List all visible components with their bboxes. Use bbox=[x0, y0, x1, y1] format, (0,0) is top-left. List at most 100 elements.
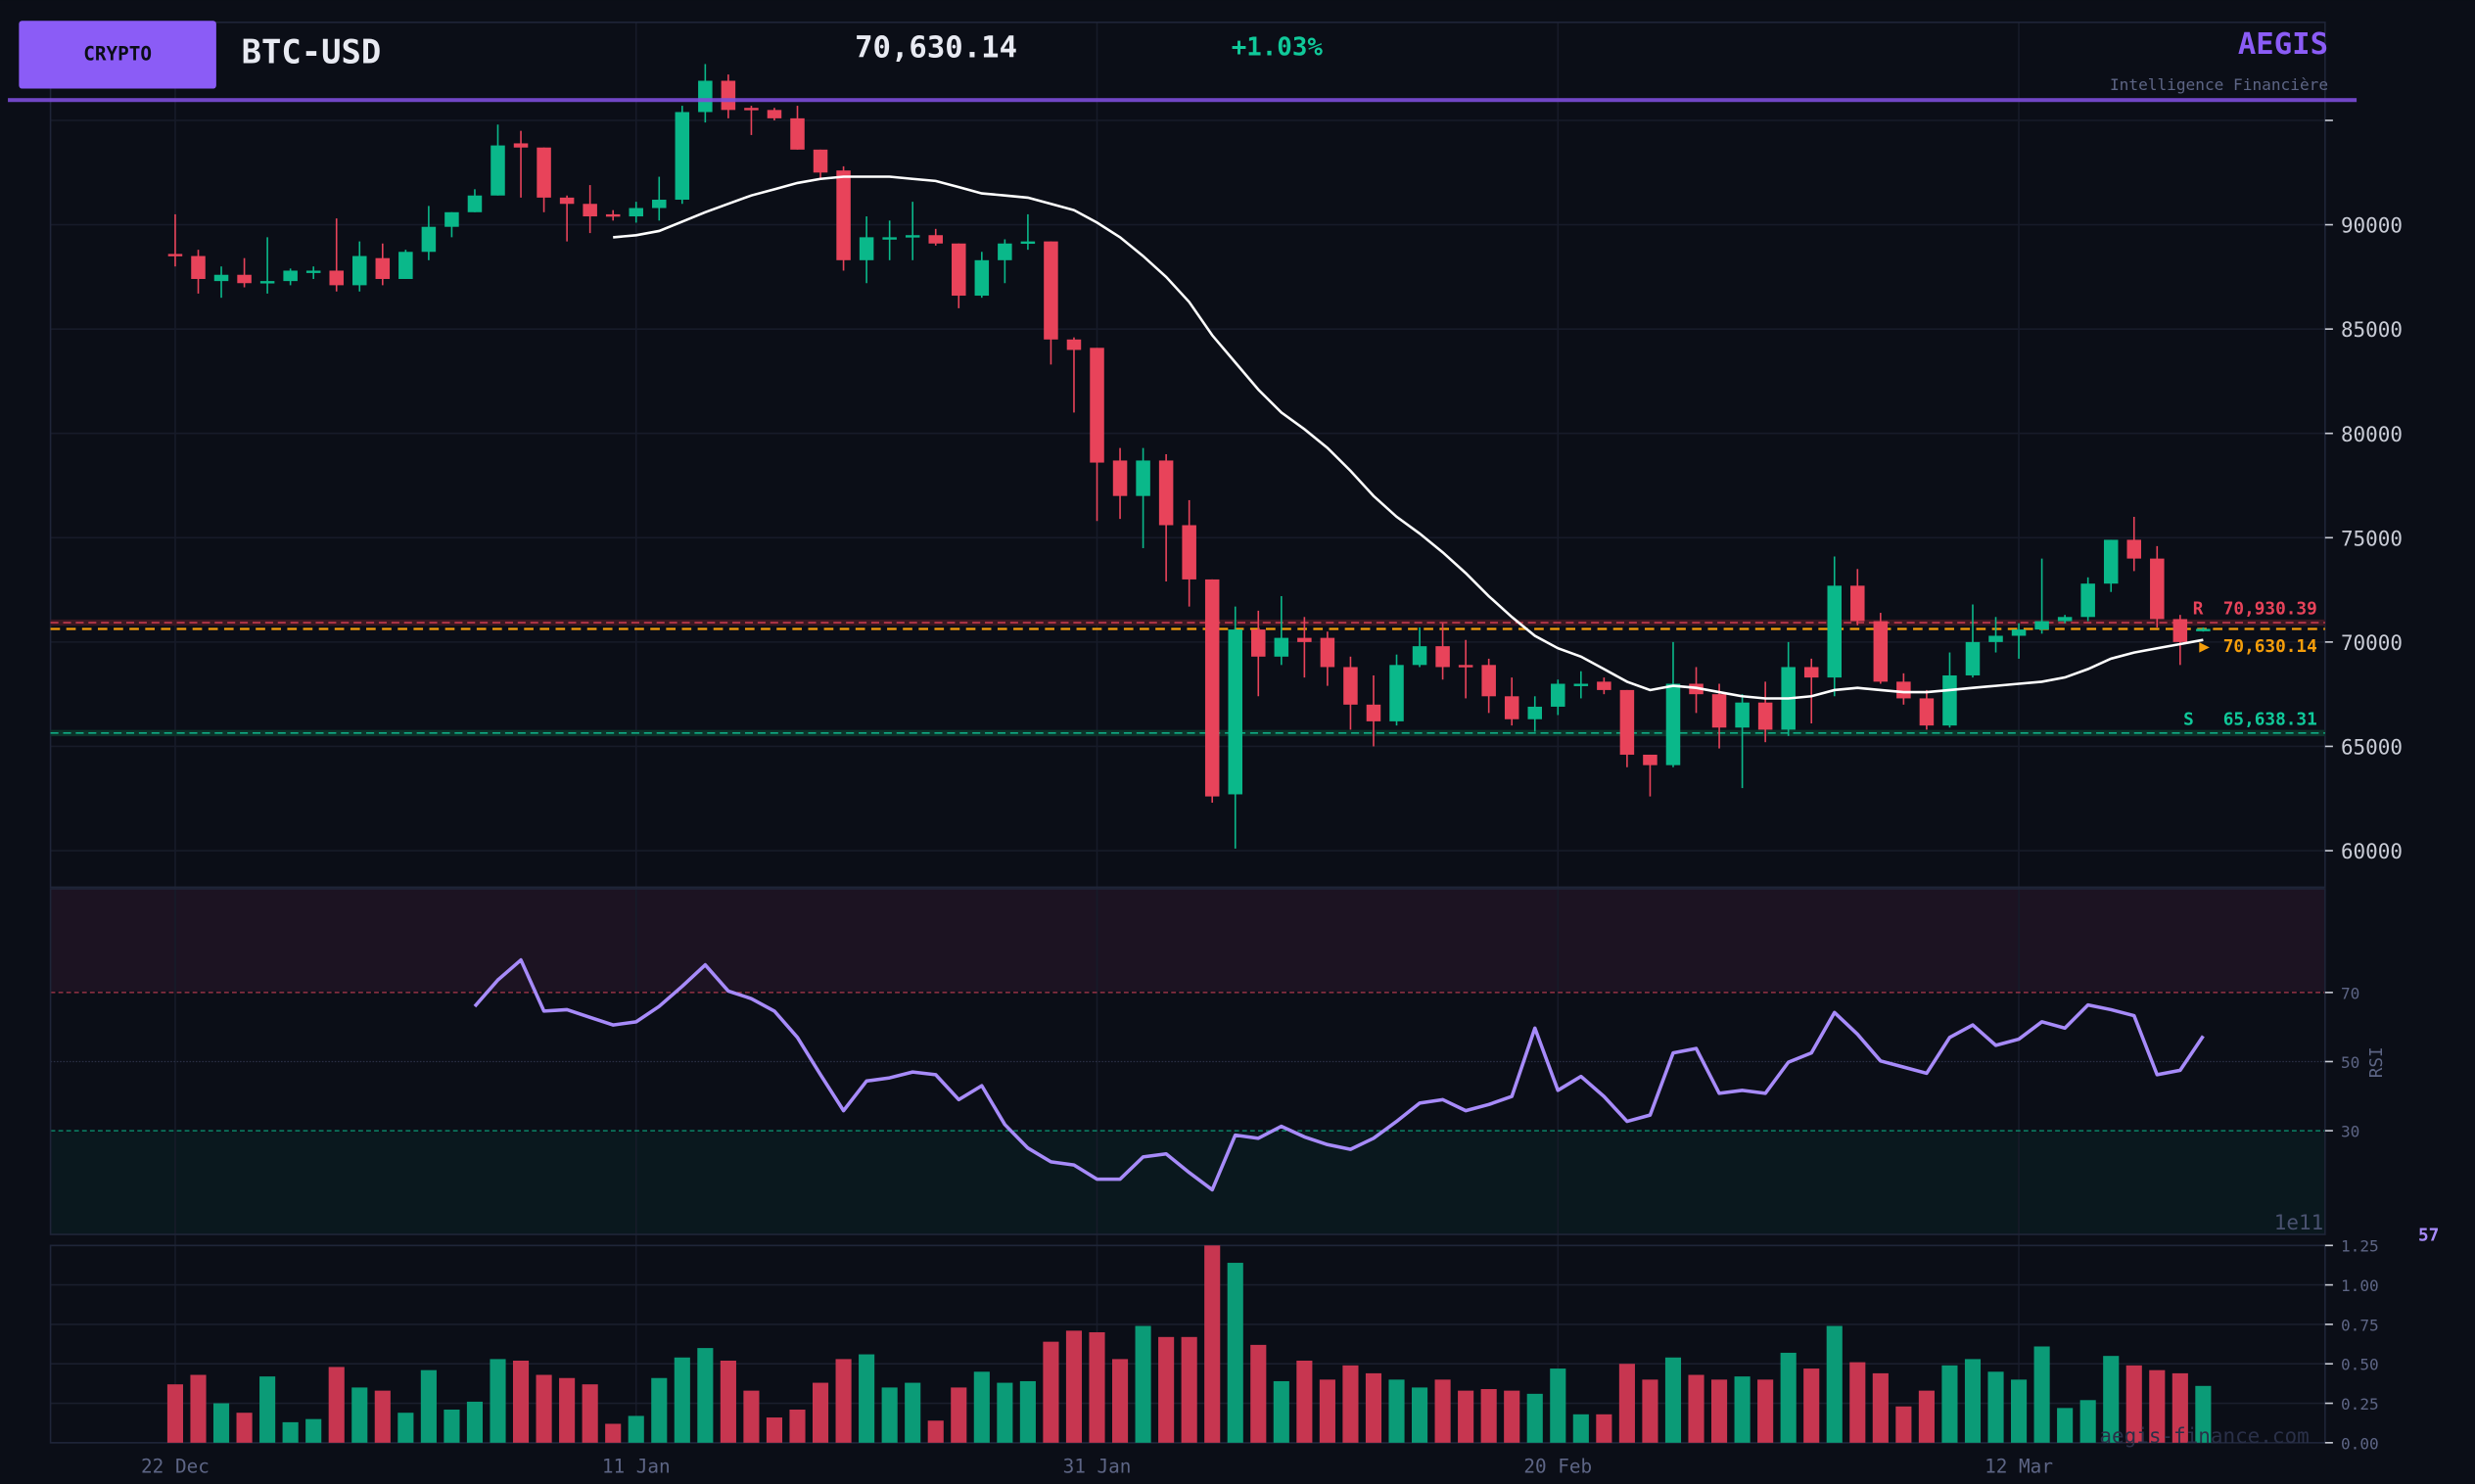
volume-bar bbox=[835, 1359, 852, 1443]
candle-body bbox=[836, 170, 851, 260]
volume-bar bbox=[2033, 1346, 2050, 1443]
candle-body bbox=[421, 226, 437, 253]
candle-body bbox=[721, 80, 736, 111]
volume-bar bbox=[1526, 1393, 1543, 1443]
candle-body bbox=[537, 147, 551, 198]
volume-bars bbox=[166, 1245, 2212, 1443]
candle-body bbox=[1297, 637, 1312, 642]
current-price: 70,630.14 bbox=[855, 30, 1017, 65]
date-tick-label: 12 Mar bbox=[1985, 1455, 2053, 1477]
volume-bar bbox=[582, 1384, 598, 1443]
rsi-overbought-zone bbox=[50, 888, 2325, 992]
volume-bar bbox=[1618, 1364, 1635, 1443]
volume-bar bbox=[1434, 1379, 1451, 1443]
volume-bar bbox=[559, 1377, 576, 1443]
candle-body bbox=[1735, 702, 1750, 728]
candle-body bbox=[698, 80, 713, 113]
candle-body bbox=[1458, 665, 1473, 668]
candle-body bbox=[1711, 694, 1727, 728]
candle-body bbox=[329, 270, 344, 286]
candle-body bbox=[2172, 619, 2188, 642]
candle-body bbox=[352, 255, 367, 286]
candle-body bbox=[952, 243, 966, 297]
volume-bar bbox=[674, 1357, 690, 1443]
candle-body bbox=[191, 255, 206, 279]
candle-body bbox=[1320, 637, 1335, 668]
rsi-tick-label: 30 bbox=[2341, 1123, 2359, 1141]
volume-bar bbox=[720, 1361, 736, 1443]
volume-bar bbox=[1849, 1362, 1866, 1443]
volume-tick-label: 0.75 bbox=[2341, 1316, 2379, 1334]
volume-bar bbox=[2125, 1365, 2142, 1443]
price-change: +1.03% bbox=[1232, 33, 1324, 63]
moving-average-line bbox=[613, 175, 2204, 700]
rsi-tick-label: 50 bbox=[2341, 1053, 2359, 1072]
candle-body bbox=[629, 208, 643, 217]
volume-tick-label: 0.50 bbox=[2341, 1356, 2379, 1374]
candle-body bbox=[998, 243, 1012, 260]
price-tick-label: 70000 bbox=[2341, 631, 2403, 655]
volume-bar bbox=[1342, 1365, 1359, 1443]
date-tick-label: 31 Jan bbox=[1063, 1455, 1132, 1477]
volume-bar bbox=[1987, 1371, 2004, 1443]
volume-bar bbox=[697, 1348, 714, 1443]
rsi-line bbox=[473, 957, 2205, 1192]
volume-bar bbox=[1780, 1352, 1797, 1443]
volume-bar bbox=[997, 1382, 1013, 1443]
volume-panel-frame bbox=[49, 1244, 2326, 1444]
candle-body bbox=[1757, 702, 1773, 730]
candle-body bbox=[283, 270, 298, 282]
candle-body bbox=[1066, 339, 1082, 350]
volume-bar bbox=[1365, 1372, 1382, 1443]
volume-bar bbox=[2057, 1408, 2074, 1443]
category-badge bbox=[19, 21, 216, 89]
candle-body bbox=[1873, 621, 1889, 682]
volume-tick-label: 1.00 bbox=[2341, 1276, 2379, 1295]
volume-bar bbox=[374, 1390, 391, 1443]
volume-bar bbox=[2195, 1385, 2212, 1443]
volume-bar bbox=[2079, 1400, 2096, 1443]
date-tick-label: 22 Dec bbox=[141, 1455, 210, 1477]
volume-bar bbox=[973, 1371, 990, 1443]
volume-bar bbox=[2011, 1379, 2028, 1443]
volume-bar bbox=[1250, 1344, 1267, 1443]
volume-tick-label: 1.25 bbox=[2341, 1237, 2379, 1256]
price-levels bbox=[50, 619, 2325, 737]
volume-bar bbox=[1273, 1380, 1289, 1443]
price-tick-label: 90000 bbox=[2341, 214, 2403, 238]
candle-body bbox=[1988, 635, 2003, 642]
candle-body bbox=[1850, 585, 1865, 622]
volume-bar bbox=[328, 1367, 345, 1443]
volume-bar bbox=[1089, 1331, 1105, 1443]
volume-bar bbox=[651, 1377, 668, 1443]
volume-bar bbox=[397, 1413, 414, 1443]
candle-body bbox=[467, 195, 483, 212]
volume-bar bbox=[1734, 1376, 1751, 1443]
support-label: S 65,638.31 bbox=[2183, 710, 2317, 729]
volume-bar bbox=[1480, 1389, 1497, 1443]
volume-bar bbox=[420, 1369, 437, 1443]
candle-body bbox=[675, 112, 690, 200]
volume-bar bbox=[190, 1374, 207, 1443]
candle-body bbox=[1389, 665, 1404, 721]
volume-bar bbox=[1411, 1387, 1428, 1443]
candle-body bbox=[1366, 704, 1381, 721]
symbol-title: BTC-USD bbox=[242, 33, 382, 71]
price-tick-label: 75000 bbox=[2341, 527, 2403, 550]
candle-body bbox=[744, 108, 759, 111]
candle-body bbox=[1919, 698, 1935, 726]
volume-bar bbox=[466, 1401, 484, 1443]
candle-body bbox=[237, 274, 252, 284]
volume-bar bbox=[1596, 1414, 1612, 1443]
candle-body bbox=[2126, 539, 2142, 559]
candle-body bbox=[1504, 696, 1519, 719]
volume-bar bbox=[2149, 1369, 2166, 1443]
volume-bar bbox=[1158, 1336, 1175, 1443]
watermark: aegis-finance.com bbox=[2099, 1424, 2309, 1448]
volume-bar bbox=[2103, 1356, 2120, 1443]
support-value: 65,638.31 bbox=[2223, 710, 2317, 729]
price-tick-label: 85000 bbox=[2341, 318, 2403, 342]
resistance-value: 70,930.39 bbox=[2223, 599, 2317, 619]
volume-bar bbox=[2171, 1372, 2188, 1443]
volume-tick-label: 0.00 bbox=[2341, 1434, 2379, 1453]
